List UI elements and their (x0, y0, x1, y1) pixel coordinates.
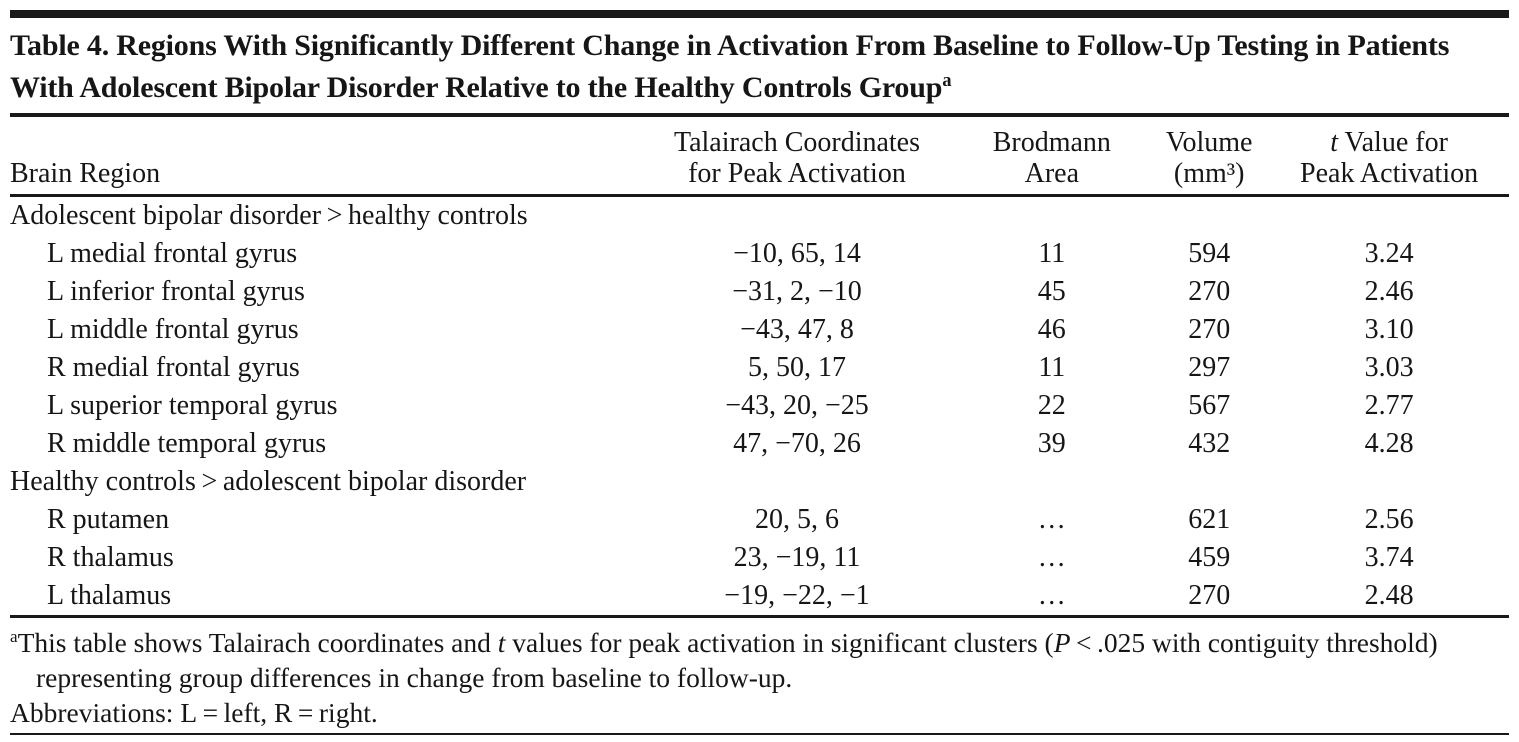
cell-coordinates: 47, −70, 26 (733, 427, 861, 459)
cell-t-value: 3.74 (1364, 541, 1414, 573)
footnote-a: aThis table shows Talairach coordinates … (10, 625, 1509, 695)
col-header-t-value: t Value for Peak Activation (1269, 117, 1509, 196)
cell-coordinates: −43, 47, 8 (740, 313, 854, 345)
top-rule (10, 10, 1509, 18)
col-header-brodmann-line1: Brodmann (992, 126, 1111, 158)
cell-region: L superior temporal gyrus (47, 389, 338, 421)
col-header-volume: Volume (mm³) (1149, 117, 1269, 196)
cell-brodmann-area: … (1037, 503, 1066, 535)
footnotes: aThis table shows Talairach coordinates … (10, 625, 1509, 730)
cell-volume: 621 (1188, 503, 1231, 535)
cell-t-value: 3.24 (1364, 237, 1414, 269)
cell-region: R thalamus (47, 541, 174, 573)
table-row: R medial frontal gyrus 5, 50, 17 11 297 3.03 (10, 349, 1509, 387)
col-header-t-rest: Value for (1338, 126, 1448, 158)
cell-volume: 432 (1188, 427, 1231, 459)
col-header-volume-line2: (mm³) (1173, 157, 1245, 189)
cell-brodmann-area: 39 (1037, 427, 1066, 459)
cell-volume: 594 (1188, 237, 1231, 269)
cell-coordinates: −31, 2, −10 (732, 275, 862, 307)
table-row: L superior temporal gyrus −43, 20, −25 22 5… (10, 387, 1509, 425)
table-title: Table 4. Regions With Significantly Diff… (10, 0, 1509, 109)
cell-t-value: 2.48 (1364, 579, 1414, 611)
cell-brodmann-area: 46 (1037, 313, 1066, 345)
col-header-talairach-line2: for Peak Activation (688, 157, 906, 189)
cell-brodmann-area: 11 (1038, 351, 1066, 383)
bottom-rule (10, 732, 1509, 735)
section-label: Healthy controls > adolescent bipolar di… (10, 465, 527, 497)
table-row: R putamen 20, 5, 6 … 621 2.56 (10, 501, 1509, 539)
table-row: L middle frontal gyrus −43, 47, 8 46 270 3.1… (10, 311, 1509, 349)
abbreviations-note: Abbreviations: L = left, R = right. (10, 696, 378, 728)
cell-t-value: 3.10 (1364, 313, 1414, 345)
footnote-a-text: This table shows Talairach coordinates a… (17, 626, 1438, 693)
cell-coordinates: −10, 65, 14 (733, 237, 861, 269)
cell-region: L thalamus (47, 579, 172, 611)
cell-region: R putamen (47, 503, 170, 535)
col-header-brain-region: Brain Region (10, 117, 640, 196)
cell-coordinates: 20, 5, 6 (754, 503, 839, 535)
cell-volume: 567 (1188, 389, 1231, 421)
cell-region: L middle frontal gyrus (47, 313, 299, 345)
table-row: R thalamus 23, −19, 11 … 459 3.74 (10, 539, 1509, 577)
table-row: L medial frontal gyrus −10, 65, 14 11 594 3.… (10, 235, 1509, 273)
col-header-brain-region-label: Brain Region (10, 157, 161, 189)
results-table-header: Brain Region Talairach Coordinates for Pe… (10, 117, 1509, 196)
cell-coordinates: −43, 20, −25 (725, 389, 869, 421)
cell-volume: 297 (1188, 351, 1231, 383)
table-title-superscript: a (942, 70, 952, 91)
cell-coordinates: 5, 50, 17 (747, 351, 846, 383)
table-row: L thalamus −19, −22, −1 … 270 2.48 (10, 577, 1509, 617)
cell-brodmann-area: 11 (1038, 237, 1066, 269)
col-header-t-italic: t (1330, 126, 1338, 158)
cell-region: R middle temporal gyrus (47, 427, 327, 459)
title-rule (10, 113, 1509, 117)
results-table-body: Adolescent bipolar disorder > healthy co… (10, 195, 1509, 616)
cell-region: L medial frontal gyrus (47, 237, 298, 269)
cell-volume: 270 (1188, 313, 1231, 345)
table-row: L inferior frontal gyrus −31, 2, −10 45 270… (10, 273, 1509, 311)
table-title-text: Table 4. Regions With Significantly Diff… (10, 29, 1450, 104)
cell-volume: 270 (1188, 579, 1231, 611)
col-header-t-line2: Peak Activation (1300, 157, 1479, 189)
cell-brodmann-area: 45 (1037, 275, 1066, 307)
cell-t-value: 2.56 (1364, 503, 1414, 535)
col-header-talairach: Talairach Coordinates for Peak Activation (640, 117, 955, 196)
cell-brodmann-area: 22 (1037, 389, 1066, 421)
cell-t-value: 3.03 (1364, 351, 1414, 383)
results-table: Brain Region Talairach Coordinates for Pe… (10, 117, 1509, 618)
cell-brodmann-area: … (1037, 541, 1066, 573)
col-header-talairach-line1: Talairach Coordinates (673, 126, 921, 158)
footnote-a-marker: a (10, 626, 18, 646)
cell-volume: 459 (1188, 541, 1231, 573)
header-row: Brain Region Talairach Coordinates for Pe… (10, 117, 1509, 196)
section-label: Adolescent bipolar disorder > healthy co… (10, 199, 528, 231)
cell-volume: 270 (1188, 275, 1231, 307)
cell-brodmann-area: … (1037, 579, 1066, 611)
cell-t-value: 2.77 (1364, 389, 1414, 421)
section-row: Adolescent bipolar disorder > healthy co… (10, 195, 1509, 235)
cell-coordinates: −19, −22, −1 (724, 579, 870, 611)
col-header-brodmann-line2: Area (1024, 157, 1079, 189)
col-header-volume-line1: Volume (1165, 126, 1253, 158)
cell-region: R medial frontal gyrus (47, 351, 300, 383)
section-row: Healthy controls > adolescent bipolar di… (10, 463, 1509, 501)
cell-t-value: 2.46 (1364, 275, 1414, 307)
col-header-brodmann: Brodmann Area (954, 117, 1149, 196)
cell-coordinates: 23, −19, 11 (733, 541, 861, 573)
table-row: R middle temporal gyrus 47, −70, 26 39 432 4… (10, 425, 1509, 463)
cell-region: L inferior frontal gyrus (47, 275, 305, 307)
cell-t-value: 4.28 (1364, 427, 1414, 459)
